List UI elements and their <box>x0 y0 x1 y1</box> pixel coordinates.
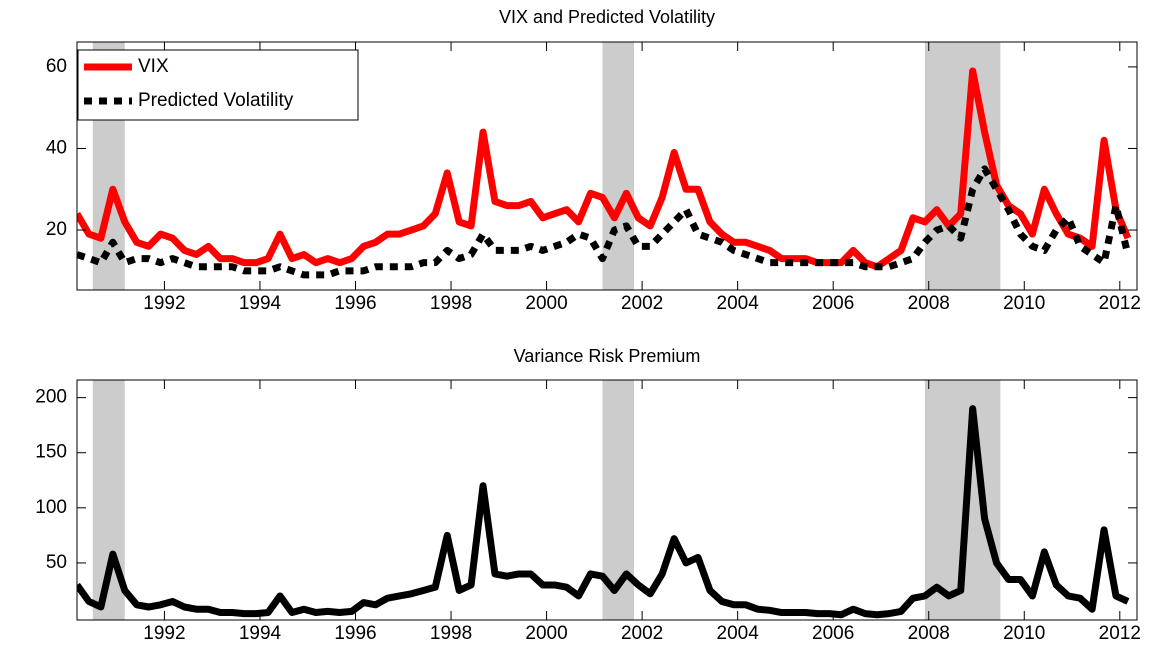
y-tick-label: 20 <box>46 219 67 240</box>
y-tick-label: 60 <box>46 56 67 77</box>
y-tick-label: 150 <box>35 442 67 463</box>
x-tick-label: 1998 <box>430 293 472 314</box>
legend-label: Predicted Volatility <box>138 90 294 111</box>
x-tick-label: 1998 <box>430 623 472 644</box>
x-tick-label: 1992 <box>143 293 185 314</box>
x-tick-label: 2004 <box>717 623 760 644</box>
x-tick-label: 1996 <box>334 623 376 644</box>
plot-area <box>77 380 1130 620</box>
data-line <box>77 165 1132 279</box>
x-tick-label: 2012 <box>1099 293 1141 314</box>
x-tick-label: 2008 <box>908 623 950 644</box>
legend-label: VIX <box>138 56 169 77</box>
x-tick-label: 1994 <box>239 623 282 644</box>
recession-band <box>602 42 634 290</box>
x-tick-label: 2000 <box>525 623 567 644</box>
y-tick-label: 200 <box>35 387 67 408</box>
x-tick-label: 2008 <box>908 293 950 314</box>
x-tick-label: 1992 <box>143 623 185 644</box>
axes-box <box>76 379 1138 621</box>
x-tick-label: 1996 <box>334 293 376 314</box>
axes-box <box>76 41 1138 291</box>
y-tick-label: 50 <box>46 552 67 573</box>
y-tick-label: 100 <box>35 497 67 518</box>
data-line <box>77 405 1130 619</box>
x-tick-label: 2010 <box>1003 623 1045 644</box>
x-tick-label: 2010 <box>1003 293 1045 314</box>
x-tick-label: 2006 <box>812 293 854 314</box>
x-tick-label: 2002 <box>621 623 663 644</box>
chart-title: VIX and Predicted Volatility <box>499 7 715 27</box>
y-tick-label: 40 <box>46 137 67 158</box>
x-tick-label: 2004 <box>717 293 760 314</box>
x-tick-label: 2002 <box>621 293 663 314</box>
x-tick-label: 2000 <box>525 293 567 314</box>
legend-box <box>77 49 359 121</box>
x-tick-label: 2006 <box>812 623 854 644</box>
chart-title: Variance Risk Premium <box>514 346 701 366</box>
x-tick-label: 2012 <box>1099 623 1141 644</box>
x-tick-label: 1994 <box>239 293 282 314</box>
data-line <box>77 67 1132 271</box>
